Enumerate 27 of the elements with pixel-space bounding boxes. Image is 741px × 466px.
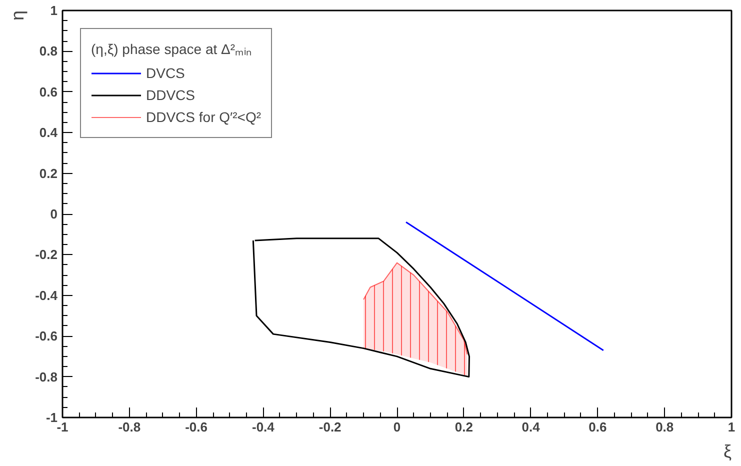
y-tick-label: 0.4: [39, 125, 58, 140]
x-tick-label: 1: [728, 420, 736, 434]
y-tick-label: 1: [50, 3, 58, 18]
legend-label: DDVCS: [146, 87, 196, 103]
x-tick-label: 0: [393, 420, 401, 434]
x-tick-label: 0.8: [656, 420, 674, 434]
x-tick-label: 0.4: [522, 420, 541, 434]
x-tick-label: -0.8: [118, 420, 141, 434]
y-tick-label: 0.8: [39, 44, 58, 59]
y-tick-label: 0.2: [39, 166, 58, 181]
y-tick-label: -0.4: [35, 288, 58, 303]
y-tick-label: -0.8: [35, 369, 58, 384]
y-tick-label: -0.2: [35, 247, 58, 262]
legend-title: (η,ξ) phase space at Δ²ₘᵢₙ: [91, 40, 254, 58]
legend-label: DDVCS for Q′²<Q²: [146, 109, 262, 125]
x-axis-title: ξ: [723, 442, 732, 462]
x-tick-label: 0.2: [454, 420, 473, 434]
x-tick-label: -0.2: [318, 420, 342, 434]
y-tick-label: -1: [46, 410, 58, 425]
y-tick-label: 0: [50, 206, 58, 222]
y-tick-label: 0.6: [39, 84, 58, 100]
y-tick-label: -0.6: [35, 328, 58, 344]
x-tick-label: 0.6: [588, 420, 607, 434]
y-axis-title: η: [8, 10, 28, 21]
x-tick-label: -0.6: [185, 420, 208, 434]
x-tick-label: -0.4: [252, 420, 276, 434]
legend-label: DVCS: [146, 65, 185, 81]
